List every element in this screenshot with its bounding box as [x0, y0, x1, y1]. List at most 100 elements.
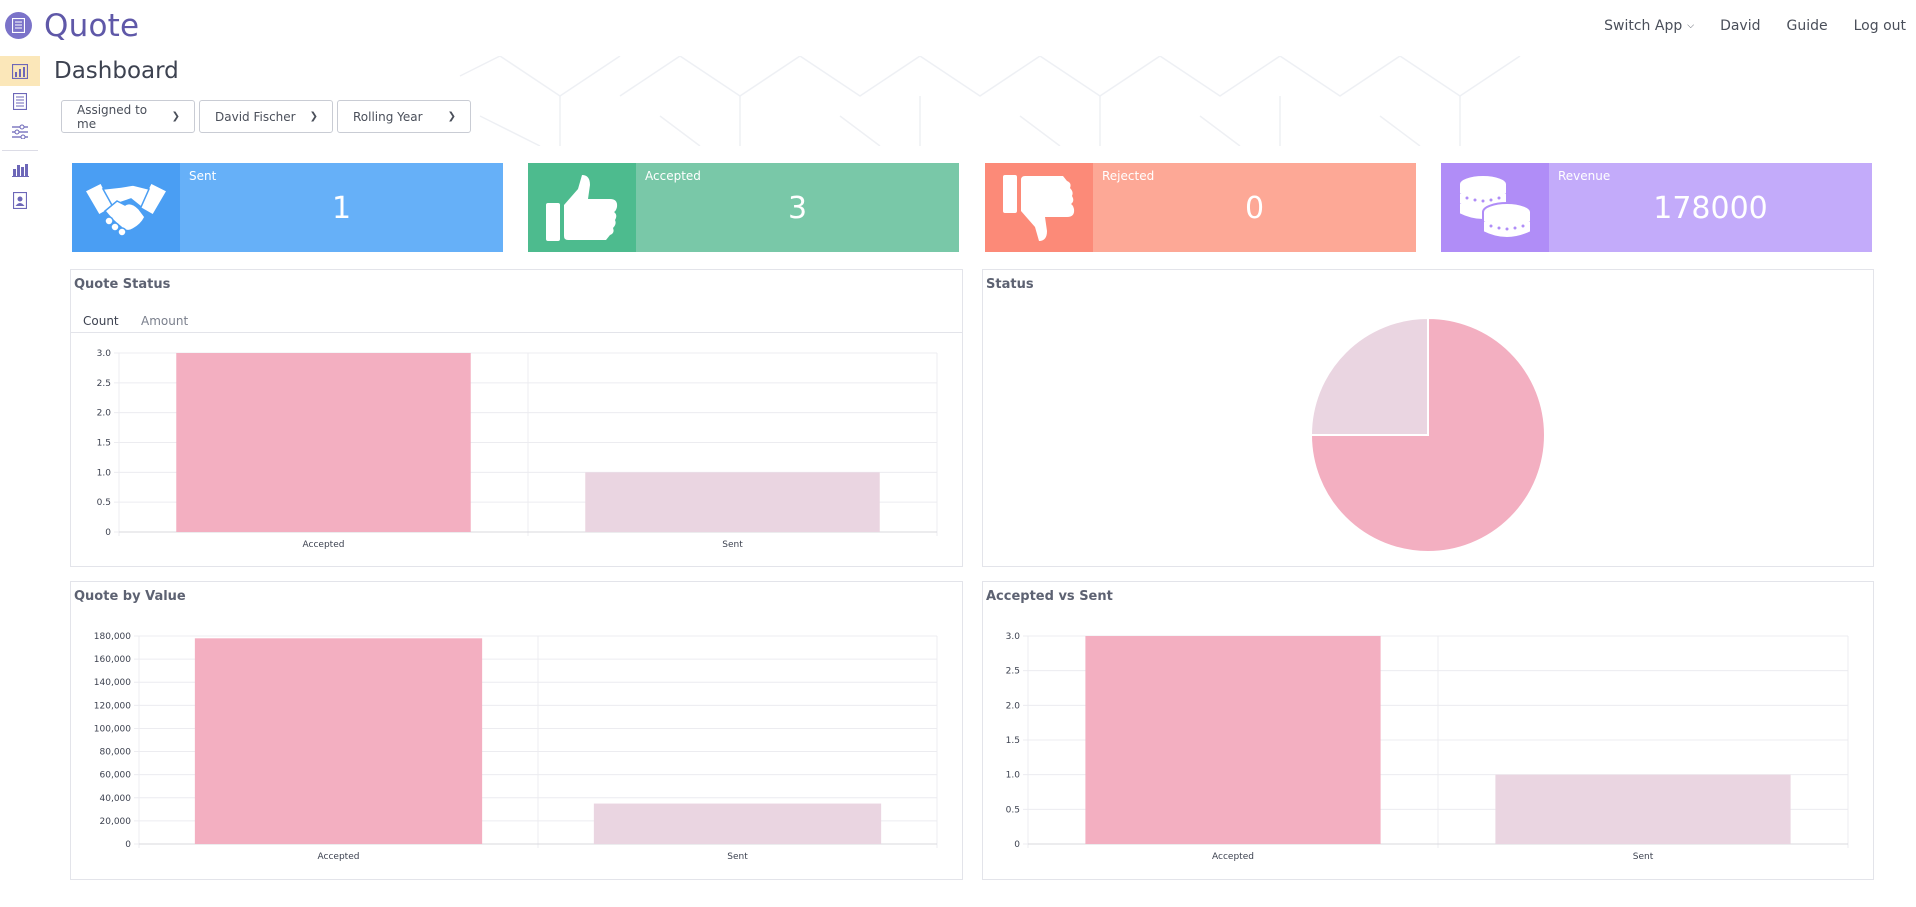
- report-icon: [11, 164, 29, 177]
- y-tick-label: 3.0: [97, 349, 112, 359]
- sidebar-item-contacts[interactable]: [0, 185, 40, 215]
- x-tick-label: Accepted: [303, 540, 345, 550]
- y-tick-label: 2.5: [97, 379, 111, 389]
- bar-sent[interactable]: [593, 803, 882, 844]
- sidebar-item-reports[interactable]: [0, 155, 40, 185]
- sidebar: [0, 56, 40, 215]
- chevron-down-icon: ⌵: [1687, 21, 1695, 31]
- stat-tile-rejected[interactable]: Rejected 0: [985, 163, 1416, 252]
- quote-status-panel: Quote Status Count Amount 0 0.5 1.0 1.5 2.0 2…: [70, 269, 963, 567]
- tile-body: Rejected 0: [1093, 163, 1416, 252]
- status-pie-chart: [1309, 316, 1546, 553]
- app-title[interactable]: Quote: [44, 8, 140, 44]
- y-tick-label: 80,000: [100, 748, 132, 758]
- tile-value: 178000: [1653, 191, 1768, 226]
- tile-icon-area: [1441, 163, 1549, 252]
- period-filter-select[interactable]: Rolling Year ❯: [337, 100, 471, 133]
- sliders-icon: [12, 124, 28, 139]
- y-tick-label: 0: [1014, 840, 1020, 850]
- stat-tile-revenue[interactable]: Revenue 178000: [1441, 163, 1872, 252]
- y-tick-label: 0: [125, 840, 131, 850]
- x-tick-label: Sent: [722, 540, 743, 550]
- y-tick-label: 180,000: [94, 632, 131, 642]
- assigned-filter-value: Assigned to me: [77, 102, 148, 131]
- tile-value: 1: [331, 191, 352, 226]
- y-tick-label: 1.5: [1006, 736, 1020, 746]
- bar-sent[interactable]: [585, 472, 880, 532]
- accepted-vs-sent-chart: 0 0.5 1.0 1.5 2.0 2.5 3.0 Accepted Sent: [1006, 632, 1849, 862]
- chevron-down-icon: ❯: [171, 111, 180, 122]
- bar-sent[interactable]: [1495, 774, 1791, 844]
- tile-body: Accepted 3: [636, 163, 959, 252]
- sidebar-item-dashboard[interactable]: [0, 56, 40, 86]
- x-tick-label: Accepted: [1212, 852, 1254, 862]
- y-tick-label: 3.0: [1006, 632, 1021, 642]
- y-tick-label: 100,000: [94, 724, 131, 734]
- panel-title: Quote by Value: [74, 589, 186, 604]
- tile-label: Accepted: [645, 169, 701, 183]
- thumbs-down-icon: [1003, 174, 1075, 241]
- pie-slice-accepted[interactable]: [1309, 316, 1546, 553]
- bar-chart-icon: [12, 63, 28, 79]
- bar-accepted[interactable]: [194, 638, 483, 844]
- y-tick-label: 40,000: [100, 794, 132, 804]
- y-tick-label: 60,000: [100, 771, 132, 781]
- tab-count[interactable]: Count: [83, 314, 119, 328]
- x-tick-label: Accepted: [318, 852, 360, 862]
- period-filter-value: Rolling Year: [353, 109, 423, 124]
- chevron-down-icon: ❯: [309, 111, 318, 122]
- logout-link[interactable]: Log out: [1853, 18, 1906, 34]
- pie-slice-sent[interactable]: [1309, 316, 1429, 436]
- guide-link[interactable]: Guide: [1786, 18, 1828, 34]
- y-tick-label: 20,000: [100, 817, 132, 827]
- document-list-icon: [13, 92, 27, 110]
- stat-tile-sent[interactable]: Sent 1: [72, 163, 503, 252]
- tile-label: Rejected: [1102, 169, 1155, 183]
- panel-title: Quote Status: [74, 277, 171, 292]
- chart-tabs: Count Amount: [71, 309, 962, 333]
- tile-value: 3: [787, 191, 808, 226]
- user-menu-link[interactable]: David: [1720, 18, 1761, 34]
- stat-tile-accepted[interactable]: Accepted 3: [528, 163, 959, 252]
- y-tick-label: 2.0: [1006, 701, 1021, 711]
- x-tick-label: Sent: [727, 852, 748, 862]
- switch-app-menu[interactable]: Switch App ⌵: [1604, 18, 1694, 34]
- handshake-icon: [83, 181, 169, 237]
- y-tick-label: 1.0: [1006, 771, 1021, 781]
- quote-by-value-panel: Quote by Value 0 20,000 40,000 60,000 80,000…: [70, 581, 963, 880]
- tile-label: Sent: [189, 169, 217, 183]
- coins-icon: [1458, 173, 1532, 239]
- y-tick-label: 1.5: [97, 439, 111, 449]
- filter-bar: Assigned to me ❯ David Fischer ❯ Rolling Y…: [61, 100, 475, 133]
- chevron-down-icon: ❯: [447, 111, 456, 122]
- top-bar: Quote Switch App ⌵ David Guide Log out: [0, 0, 1916, 56]
- app-logo-icon[interactable]: [5, 12, 32, 39]
- accepted-vs-sent-panel: Accepted vs Sent 0 0.5 1.0 1.5 2.0 2.5 3.0 Acce…: [982, 581, 1874, 880]
- y-tick-label: 140,000: [94, 678, 131, 688]
- sidebar-divider: [2, 150, 38, 151]
- assigned-filter-select[interactable]: Assigned to me ❯: [61, 100, 195, 133]
- person-filter-select[interactable]: David Fischer ❯: [199, 100, 333, 133]
- person-filter-value: David Fischer: [215, 109, 296, 124]
- x-tick-label: Sent: [1633, 852, 1654, 862]
- contact-card-icon: [13, 191, 27, 209]
- panel-title: Status: [986, 277, 1034, 292]
- tile-label: Revenue: [1558, 169, 1611, 183]
- y-tick-label: 2.5: [1006, 667, 1020, 677]
- bar-accepted[interactable]: [1085, 636, 1381, 844]
- tab-amount[interactable]: Amount: [141, 314, 189, 328]
- y-tick-label: 0: [105, 528, 111, 538]
- page-title: Dashboard: [54, 58, 179, 84]
- status-panel: Status: [982, 269, 1874, 567]
- bar-accepted[interactable]: [176, 353, 471, 532]
- quote-by-value-chart: 0 20,000 40,000 60,000 80,000 100,000 120,000 1…: [94, 632, 938, 862]
- y-tick-label: 0.5: [97, 498, 111, 508]
- y-tick-label: 2.0: [97, 409, 112, 419]
- y-tick-label: 160,000: [94, 655, 131, 665]
- switch-app-label: Switch App: [1604, 18, 1683, 34]
- sidebar-item-settings[interactable]: [0, 116, 40, 146]
- sidebar-item-quotes[interactable]: [0, 86, 40, 116]
- quote-status-chart: 0 0.5 1.0 1.5 2.0 2.5 3.0 Accepted Sent: [97, 349, 938, 550]
- tile-body: Sent 1: [180, 163, 503, 252]
- thumbs-up-icon: [546, 174, 618, 241]
